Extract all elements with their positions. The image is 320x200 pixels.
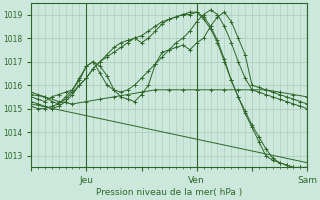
X-axis label: Pression niveau de la mer( hPa ): Pression niveau de la mer( hPa ) [96, 188, 242, 197]
